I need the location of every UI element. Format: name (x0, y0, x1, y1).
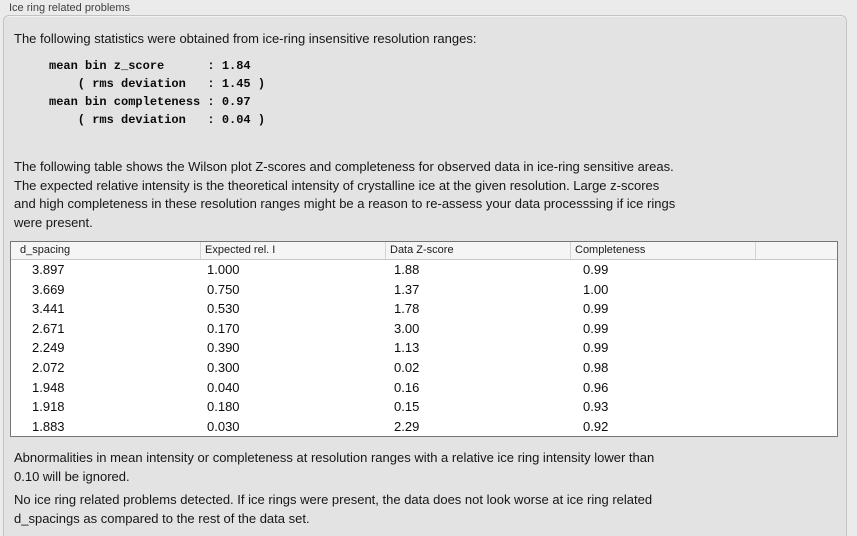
cell-expected-rel-i: 0.750 (207, 281, 240, 297)
cell-d-spacing: 2.671 (32, 320, 65, 336)
table-row[interactable]: 2.072 0.300 0.02 0.98 (11, 358, 837, 378)
table-row[interactable]: 1.948 0.040 0.16 0.96 (11, 377, 837, 397)
cell-data-z-score: 2.29 (394, 418, 420, 434)
cell-d-spacing: 3.669 (32, 281, 65, 297)
note-line: and high completeness in these resolutio… (14, 196, 676, 212)
cell-data-z-score: 3.00 (394, 320, 420, 336)
cell-data-z-score: 0.15 (394, 399, 420, 415)
group-box-title: Ice ring related problems (9, 2, 131, 14)
table-row[interactable]: 2.671 0.170 3.00 0.99 (11, 319, 837, 339)
cell-expected-rel-i: 0.180 (207, 399, 240, 415)
table-row[interactable]: 2.249 0.390 1.13 0.99 (11, 338, 837, 358)
cell-completeness: 0.99 (583, 320, 609, 336)
cell-completeness: 0.96 (583, 379, 609, 395)
note-line: The following table shows the Wilson plo… (14, 159, 674, 174)
note-line: d_spacings as compared to the rest of th… (14, 510, 310, 526)
cell-completeness: 0.99 (583, 301, 609, 317)
cell-data-z-score: 0.16 (394, 379, 420, 395)
column-header-expected-rel-i[interactable]: Expected rel. I (201, 242, 386, 259)
ignore-note-paragraph: Abnormalities in mean intensity or compl… (14, 449, 654, 486)
cell-data-z-score: 1.78 (394, 301, 420, 317)
table-note-paragraph: The following table shows the Wilson plo… (14, 158, 675, 232)
stat-line: ( rms deviation : 1.45 ) (49, 77, 266, 91)
intro-paragraph: The following statistics were obtained f… (14, 31, 477, 46)
cell-expected-rel-i: 0.390 (207, 340, 240, 356)
cell-expected-rel-i: 0.300 (207, 360, 240, 375)
cell-expected-rel-i: 1.000 (207, 262, 240, 278)
column-header-empty[interactable] (756, 242, 837, 259)
note-line: The expected relative intensity is the t… (14, 177, 660, 193)
cell-d-spacing: 3.441 (32, 301, 65, 317)
table-row[interactable]: 3.669 0.750 1.37 1.00 (11, 280, 837, 300)
column-header-data-z-score[interactable]: Data Z-score (386, 242, 571, 259)
stat-line: ( rms deviation : 0.04 ) (49, 113, 266, 127)
cell-completeness: 0.93 (583, 399, 609, 415)
ice-ring-table[interactable]: d_spacing Expected rel. I Data Z-score C… (10, 241, 838, 437)
stat-line: mean bin completeness : 0.97 (49, 95, 251, 109)
cell-expected-rel-i: 0.530 (207, 301, 240, 317)
cell-data-z-score: 1.37 (394, 281, 420, 297)
table-row[interactable]: 1.883 0.030 2.29 0.92 (11, 416, 837, 436)
table-body: 3.897 1.000 1.88 0.99 3.669 0.750 1.37 1… (11, 260, 837, 436)
cell-d-spacing: 1.918 (32, 399, 65, 415)
cell-completeness: 1.00 (583, 281, 609, 297)
cell-data-z-score: 0.02 (394, 360, 420, 375)
cell-d-spacing: 2.072 (32, 360, 65, 375)
cell-d-spacing: 1.883 (32, 418, 65, 434)
table-row[interactable]: 3.441 0.530 1.78 0.99 (11, 299, 837, 319)
note-line: 0.10 will be ignored. (14, 468, 130, 484)
cell-expected-rel-i: 0.040 (207, 379, 240, 395)
cell-expected-rel-i: 0.170 (207, 320, 240, 336)
cell-completeness: 0.99 (583, 262, 609, 278)
note-line: were present. (14, 214, 93, 230)
cell-completeness: 0.98 (583, 360, 609, 375)
cell-data-z-score: 1.88 (394, 262, 420, 278)
cell-d-spacing: 1.948 (32, 379, 65, 395)
cell-completeness: 0.92 (583, 418, 609, 434)
column-header-completeness[interactable]: Completeness (571, 242, 756, 259)
note-line: No ice ring related problems detected. I… (14, 492, 653, 507)
table-header-row: d_spacing Expected rel. I Data Z-score C… (11, 242, 837, 260)
cell-completeness: 0.99 (583, 340, 609, 356)
cell-d-spacing: 2.249 (32, 340, 65, 356)
column-header-d-spacing[interactable]: d_spacing (11, 242, 201, 259)
cell-d-spacing: 3.897 (32, 262, 65, 278)
cell-data-z-score: 1.13 (394, 340, 420, 356)
cell-expected-rel-i: 0.030 (207, 418, 240, 434)
table-row[interactable]: 3.897 1.000 1.88 0.99 (11, 260, 837, 280)
stats-block: mean bin z_score : 1.84 ( rms deviation … (49, 57, 265, 129)
conclusion-paragraph: No ice ring related problems detected. I… (14, 491, 652, 528)
table-row[interactable]: 1.918 0.180 0.15 0.93 (11, 397, 837, 417)
stat-line: mean bin z_score : 1.84 (49, 59, 251, 73)
note-line: Abnormalities in mean intensity or compl… (14, 450, 655, 465)
